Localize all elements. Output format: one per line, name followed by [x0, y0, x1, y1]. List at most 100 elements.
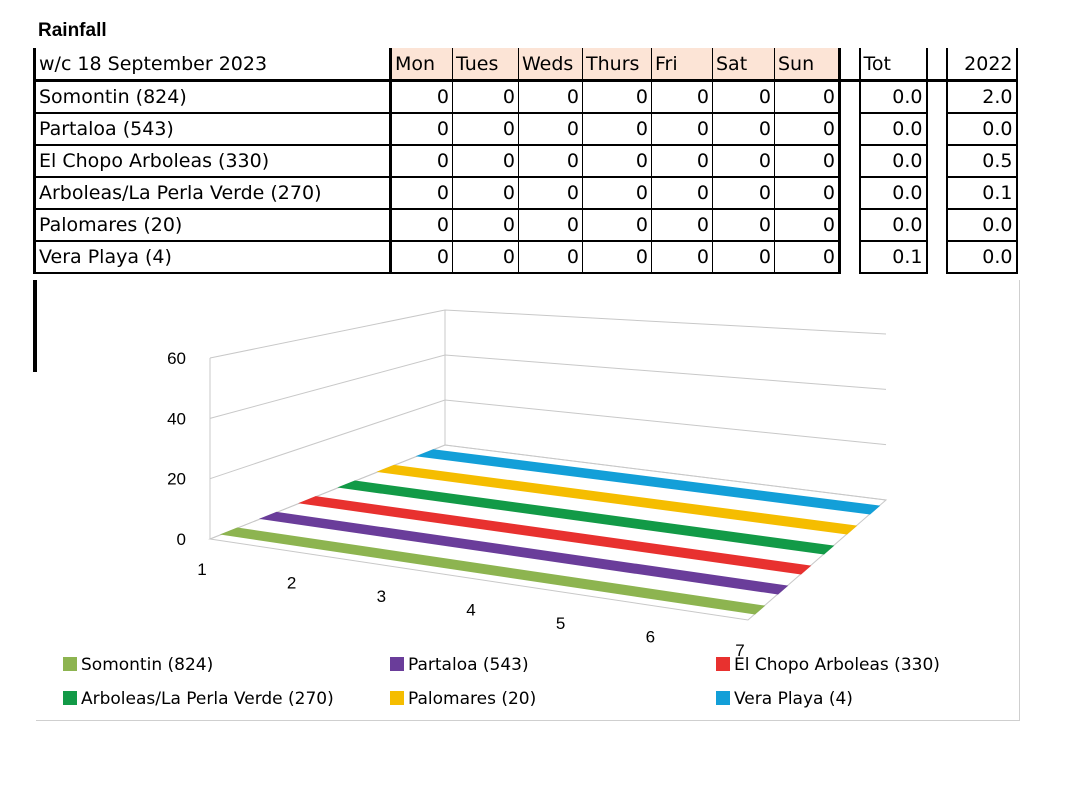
rain-value: 0: [774, 209, 841, 242]
rain-value: 0: [390, 177, 453, 210]
series-bar-6: [415, 449, 881, 515]
prev-year-value: 0.0: [945, 209, 1018, 242]
station-name: Vera Playa (4): [33, 241, 392, 274]
rain-value: 0: [651, 177, 713, 210]
column-gap: [839, 80, 860, 113]
total-header: Tot: [858, 48, 928, 82]
rain-value: 0: [390, 80, 453, 114]
y-tick-label: 20: [167, 470, 186, 489]
rain-value: 0: [452, 145, 519, 178]
legend-entry: Palomares (20): [390, 689, 536, 709]
column-gap: [926, 209, 947, 241]
week-label: w/c 18 September 2023: [33, 48, 392, 82]
chart-floor: [208, 444, 888, 621]
table-row: Vera Playa (4) 0 0 0 0 0 0 0 0.1 0.0: [33, 241, 1018, 274]
legend-swatch: [390, 657, 404, 671]
rain-value: 0: [582, 113, 652, 146]
column-gap: [839, 209, 860, 241]
legend-entry: Vera Playa (4): [716, 689, 853, 709]
rain-value: 0: [518, 177, 583, 210]
x-tick-label: 5: [556, 614, 565, 633]
legend-swatch: [716, 691, 730, 705]
rain-value: 0: [712, 177, 775, 210]
rain-value: 0: [518, 241, 583, 274]
day-header-thurs: Thurs: [582, 48, 652, 82]
prev-year-header: 2022: [945, 48, 1018, 82]
rain-value: 0: [452, 241, 519, 274]
prev-year-value: 0.1: [945, 177, 1018, 210]
rain-value: 0: [774, 80, 841, 114]
x-tick-label: 2: [287, 574, 296, 593]
total-value: 0.0: [858, 209, 928, 242]
rainfall-table: w/c 18 September 2023 Mon Tues Weds Thurs Fri…: [33, 48, 1018, 274]
legend-swatch: [390, 691, 404, 705]
rain-value: 0: [452, 80, 519, 114]
prev-year-value: 0.0: [945, 241, 1018, 274]
rain-value: 0: [582, 80, 652, 114]
rain-value: 0: [390, 209, 453, 242]
rain-value: 0: [518, 209, 583, 242]
legend-entry: El Chopo Arboleas (330): [716, 655, 940, 675]
prev-year-value: 0.0: [945, 113, 1018, 146]
y-tick-label: 40: [167, 409, 186, 428]
y-tick-label: 0: [177, 530, 186, 549]
day-header-fri: Fri: [651, 48, 713, 82]
table-header-row: w/c 18 September 2023 Mon Tues Weds Thurs Fri…: [33, 48, 1018, 82]
rain-value: 0: [452, 113, 519, 146]
series-bar-5: [376, 464, 858, 535]
total-value: 0.0: [858, 113, 928, 146]
table-row: Palomares (20) 0 0 0 0 0 0 0 0.0 0.0: [33, 209, 1018, 242]
day-header-tues: Tues: [452, 48, 519, 82]
rain-value: 0: [518, 80, 583, 114]
column-gap: [839, 48, 860, 82]
legend-swatch: [716, 657, 730, 671]
rain-value: 0: [774, 177, 841, 210]
x-tick-label: 1: [197, 560, 206, 579]
prev-year-value: 0.5: [945, 145, 1018, 178]
legend-label: Arboleas/La Perla Verde (270): [81, 689, 334, 709]
rain-value: 0: [774, 241, 841, 274]
rain-value: 0: [651, 113, 713, 146]
rain-value: 0: [712, 145, 775, 178]
x-tick-label: 7: [735, 641, 744, 660]
x-tick-label: 3: [377, 587, 386, 606]
rain-value: 0: [390, 113, 453, 146]
legend-label: El Chopo Arboleas (330): [734, 655, 940, 675]
legend-label: Somontin (824): [81, 655, 214, 675]
total-value: 0.1: [858, 241, 928, 274]
gridline: [209, 309, 887, 359]
y-tick-label: 60: [167, 349, 186, 368]
column-gap: [926, 48, 947, 82]
rain-value: 0: [712, 80, 775, 114]
column-gap: [926, 177, 947, 209]
series-bar-1: [219, 527, 766, 615]
series-bar-2: [259, 511, 789, 595]
station-name: Somontin (824): [33, 80, 392, 114]
rain-value: 0: [452, 177, 519, 210]
legend-entry: Somontin (824): [63, 655, 213, 675]
legend-swatch: [63, 691, 77, 705]
rain-value: 0: [582, 209, 652, 242]
table-edge-bar: [33, 280, 37, 372]
column-gap: [839, 177, 860, 209]
table-row: Somontin (824) 0 0 0 0 0 0 0 0.0 2.0: [33, 80, 1018, 114]
rain-value: 0: [712, 209, 775, 242]
station-name: El Chopo Arboleas (330): [33, 145, 392, 178]
column-gap: [926, 80, 947, 113]
table-row: El Chopo Arboleas (330) 0 0 0 0 0 0 0 0.0 0.5: [33, 145, 1018, 178]
station-name: Partaloa (543): [33, 113, 392, 146]
rain-value: 0: [518, 113, 583, 146]
column-gap: [926, 145, 947, 177]
chart-area: 0 20 40 60 1 2 3 4 5 6 7 Somontin (824) Partaloa (5…: [36, 280, 1020, 721]
rain-value: 0: [390, 145, 453, 178]
rain-value: 0: [712, 113, 775, 146]
rain-value: 0: [452, 209, 519, 242]
legend-swatch: [63, 657, 77, 671]
rain-value: 0: [582, 177, 652, 210]
column-gap: [926, 241, 947, 273]
series-bar-3: [298, 496, 812, 575]
series-bar-4: [337, 480, 835, 555]
total-value: 0.0: [858, 177, 928, 210]
rain-value: 0: [582, 241, 652, 274]
rain-value: 0: [774, 145, 841, 178]
